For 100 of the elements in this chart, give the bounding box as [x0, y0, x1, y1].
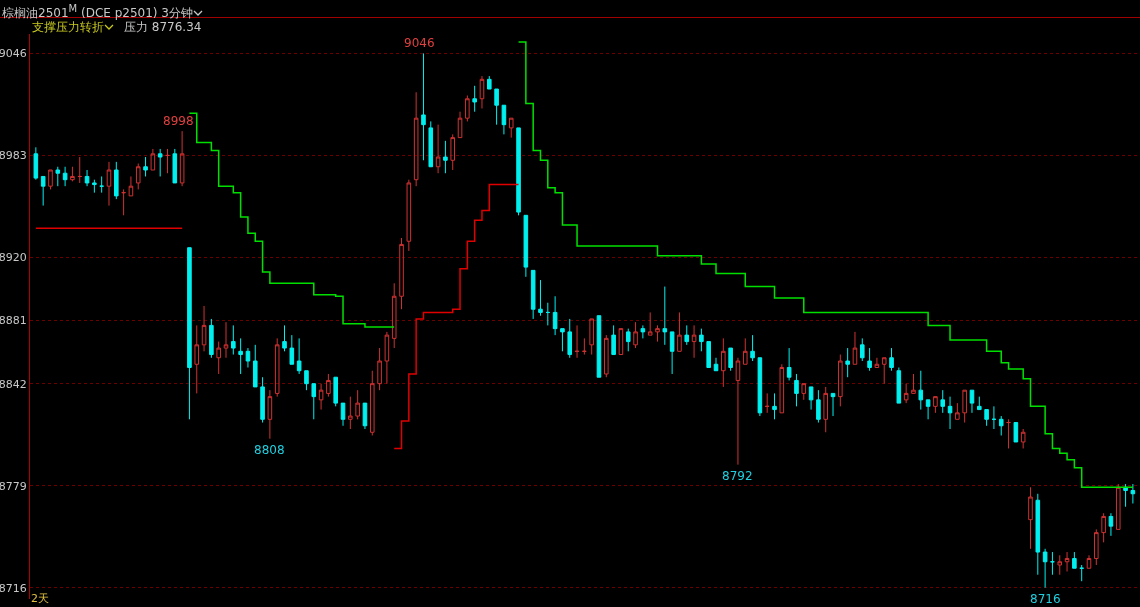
candlestick — [567, 318, 573, 359]
candlestick — [721, 337, 726, 388]
candlestick — [282, 324, 287, 352]
candlestick — [494, 88, 499, 126]
candlestick — [713, 357, 719, 372]
candlestick — [794, 373, 799, 407]
candlestick — [1035, 493, 1041, 576]
candlestick — [1101, 512, 1106, 543]
candlestick — [801, 383, 807, 401]
candlestick — [391, 282, 397, 349]
candlestick — [845, 347, 850, 378]
candlestick — [1086, 554, 1092, 569]
y-tick-label: 8842 — [0, 377, 27, 391]
candlestick — [1115, 483, 1121, 530]
candlestick — [296, 337, 302, 375]
candlestick — [62, 166, 68, 187]
candlestick — [772, 392, 777, 420]
candlestick — [157, 148, 163, 177]
candlestick — [962, 389, 967, 424]
y-tick-label: 8779 — [0, 479, 27, 493]
candlestick — [918, 370, 924, 411]
candlestick — [582, 337, 587, 356]
candlestick — [245, 347, 251, 368]
candlestick — [179, 130, 185, 187]
candlestick — [1108, 512, 1114, 537]
candlestick — [501, 104, 507, 135]
candlestick — [1072, 551, 1077, 569]
candlestick — [947, 396, 953, 430]
candlestick — [889, 347, 894, 372]
candlestick — [750, 334, 755, 362]
annotation: 9046 — [404, 36, 435, 50]
candlestick — [625, 328, 631, 352]
candlestick — [1042, 548, 1048, 589]
candlestick — [523, 214, 529, 278]
candlestick — [816, 389, 821, 424]
candlestick — [1064, 551, 1070, 572]
candlestick — [655, 324, 660, 343]
candlestick — [1130, 483, 1136, 504]
chart-subtitle: 支撑压力转折 — [32, 20, 104, 34]
candlestick — [896, 367, 902, 404]
candlestick — [881, 357, 887, 385]
candlestick — [508, 117, 514, 139]
candlestick — [172, 148, 178, 184]
y-tick-label: 8983 — [0, 149, 27, 163]
y-tick-label: 8920 — [0, 251, 27, 265]
y-tick-label: 8881 — [0, 314, 27, 328]
candlestick — [106, 161, 112, 207]
candlestick — [662, 286, 668, 346]
candlestick — [128, 175, 134, 197]
candlestick — [874, 357, 880, 368]
candlestick — [538, 279, 543, 317]
candlestick — [574, 324, 580, 359]
candlestick — [728, 347, 733, 372]
candlestick — [472, 85, 477, 113]
candlestick — [786, 347, 792, 381]
candlestick — [1057, 554, 1063, 576]
candlestick — [677, 311, 682, 352]
candlestick — [1020, 428, 1026, 449]
candlestick — [852, 331, 858, 365]
candlestick — [340, 402, 346, 427]
candlestick — [450, 133, 456, 171]
candlestick — [998, 415, 1004, 436]
candlestick — [150, 148, 156, 171]
candlestick — [187, 247, 192, 420]
candlestick — [194, 324, 200, 394]
candlestick — [955, 402, 960, 420]
candlestick — [355, 389, 360, 420]
candlestick — [377, 347, 382, 391]
candlestick — [399, 237, 404, 310]
candlestick — [457, 111, 463, 139]
candlestick — [135, 163, 141, 190]
candlestick — [92, 179, 97, 194]
candlestick — [969, 389, 975, 414]
candlestick — [1079, 564, 1084, 582]
candlestick — [333, 376, 338, 407]
candlestick — [70, 166, 75, 182]
candlestick — [823, 386, 828, 433]
candlestick — [274, 337, 280, 398]
candlestick — [201, 305, 207, 352]
candlestick — [552, 295, 558, 336]
candlestick — [48, 169, 53, 190]
candlestick — [940, 389, 946, 414]
annotation: 8716 — [1030, 592, 1061, 606]
candlestick — [633, 321, 638, 349]
candlestick — [859, 337, 865, 362]
candlestick — [289, 334, 295, 365]
candlestick — [1006, 418, 1011, 449]
candlestick — [216, 341, 221, 375]
candlestick — [933, 396, 938, 414]
candlestick — [560, 328, 565, 352]
candlestick — [33, 146, 39, 181]
candlestick — [311, 383, 317, 420]
candlestick — [640, 324, 646, 339]
candlestick — [911, 373, 916, 394]
candlestick — [516, 127, 521, 216]
candlestick — [55, 166, 61, 187]
candlestick — [1050, 551, 1055, 576]
candlestick — [735, 357, 741, 466]
candlestick — [984, 409, 989, 427]
candlestick — [99, 175, 104, 194]
